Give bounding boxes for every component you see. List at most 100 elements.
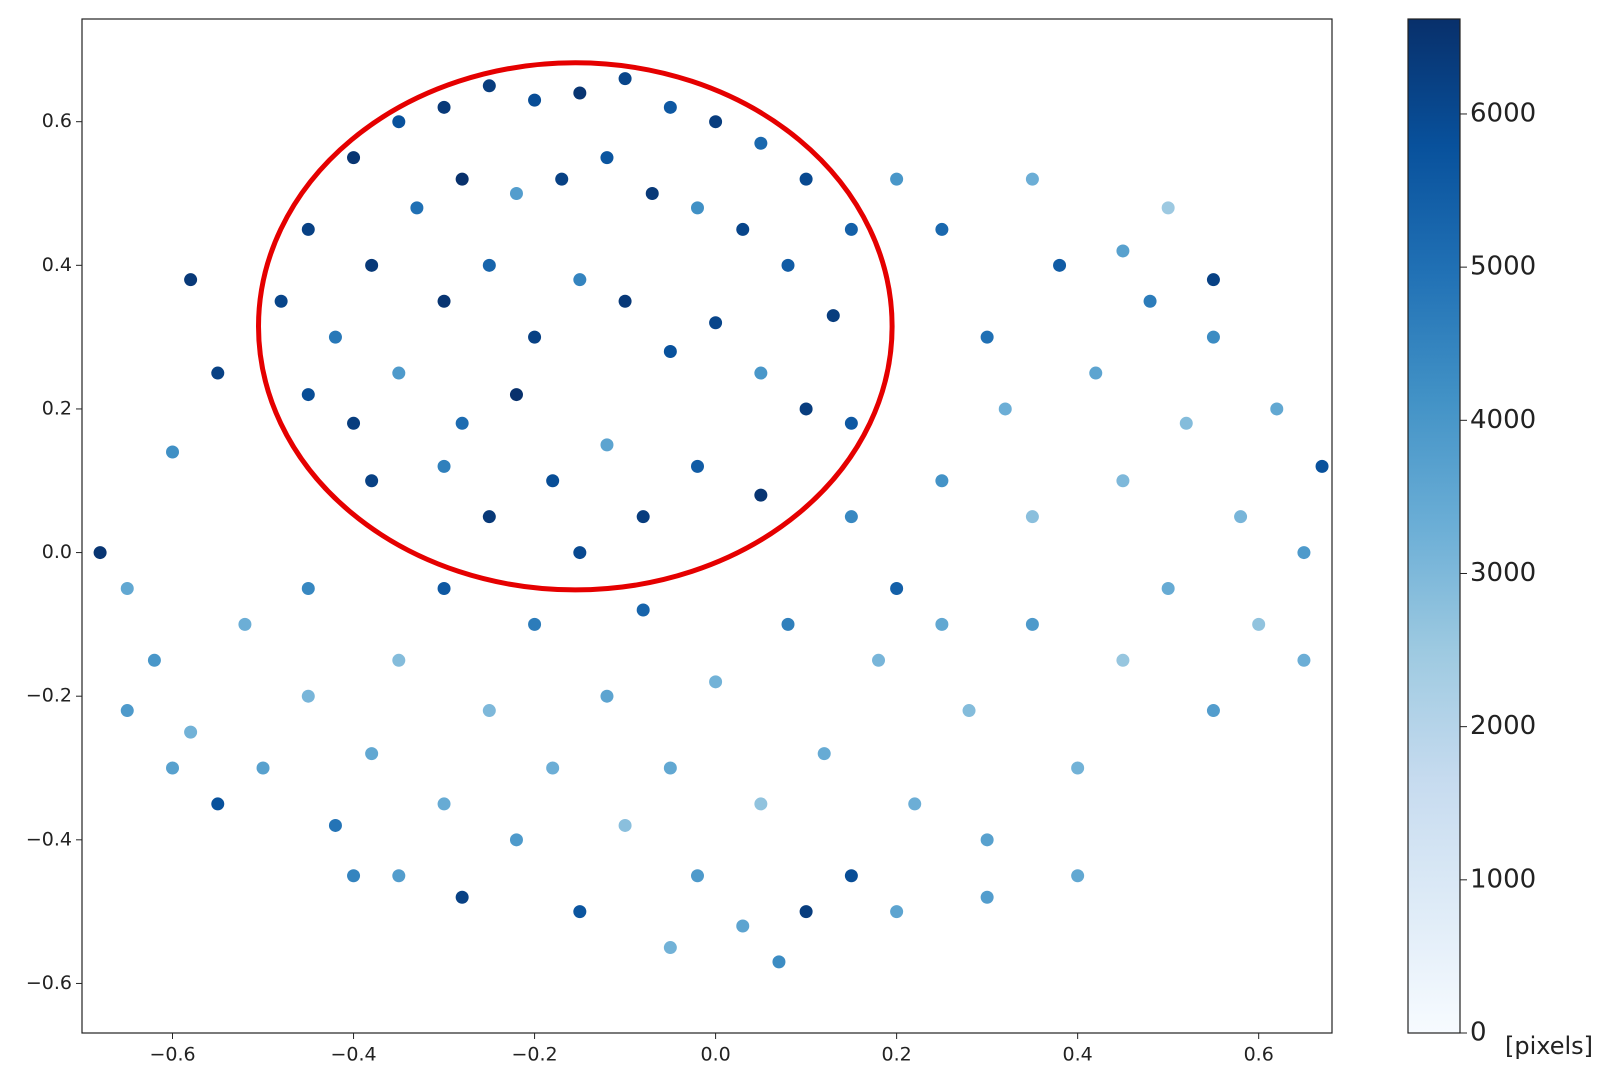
point (645, 187, 659, 201)
point (844, 222, 858, 236)
y-tick-label: 0.2 (42, 397, 72, 419)
point (509, 187, 523, 201)
point (365, 747, 379, 761)
point (1252, 617, 1266, 631)
point (509, 388, 523, 402)
point (754, 136, 768, 150)
point (799, 402, 813, 416)
point (690, 869, 704, 883)
point (347, 869, 361, 883)
point (546, 474, 560, 488)
point (437, 581, 451, 595)
point (1071, 761, 1085, 775)
plot-area (93, 72, 1329, 969)
point (799, 172, 813, 186)
point (663, 761, 677, 775)
y-tick-label: 0.6 (42, 110, 72, 132)
point (301, 689, 315, 703)
point (528, 617, 542, 631)
colorbar-tick-label: 3000 (1470, 558, 1536, 588)
point (872, 653, 886, 667)
colorbar (1407, 18, 1461, 1034)
point (120, 581, 134, 595)
point (482, 79, 496, 93)
point (256, 761, 270, 775)
point (600, 151, 614, 165)
x-tick-label: 0.6 (1244, 1044, 1274, 1066)
highlight-ellipse (256, 60, 895, 593)
point (890, 905, 904, 919)
point (817, 747, 831, 761)
point (600, 689, 614, 703)
point (437, 100, 451, 114)
plot-frame (81, 18, 1333, 1034)
point (663, 344, 677, 358)
x-tick-label: 0.4 (1063, 1044, 1093, 1066)
point (908, 797, 922, 811)
point (455, 172, 469, 186)
y-tick-label: 0.0 (42, 541, 72, 563)
point (573, 273, 587, 287)
point (509, 833, 523, 847)
point (781, 258, 795, 272)
point (482, 258, 496, 272)
point (1071, 869, 1085, 883)
point (1179, 416, 1193, 430)
point (1053, 258, 1067, 272)
point (392, 653, 406, 667)
point (455, 890, 469, 904)
x-tick-label: −0.4 (330, 1044, 376, 1066)
point (573, 546, 587, 560)
point (120, 704, 134, 718)
point (482, 510, 496, 524)
colorbar-tick-label: 0 (1470, 1018, 1487, 1048)
point (211, 797, 225, 811)
point (301, 581, 315, 595)
point (935, 222, 949, 236)
point (1116, 244, 1130, 258)
x-tick-label: −0.2 (512, 1044, 558, 1066)
point (528, 93, 542, 107)
point (935, 617, 949, 631)
point (328, 330, 342, 344)
point (690, 201, 704, 215)
colorbar-tick-label: 6000 (1470, 98, 1536, 128)
point (274, 294, 288, 308)
point (1234, 510, 1248, 524)
point (1089, 366, 1103, 380)
point (935, 474, 949, 488)
y-tick-label: 0.4 (42, 254, 72, 276)
point (546, 761, 560, 775)
colorbar-label: [pixels] (1505, 1032, 1593, 1060)
point (826, 309, 840, 323)
point (709, 316, 723, 330)
point (636, 603, 650, 617)
point (1206, 704, 1220, 718)
point (211, 366, 225, 380)
point (347, 416, 361, 430)
point (709, 675, 723, 689)
point (618, 294, 632, 308)
point (636, 510, 650, 524)
point (890, 172, 904, 186)
point (555, 172, 569, 186)
point (573, 86, 587, 100)
point (166, 761, 180, 775)
colorbar-tick-label: 2000 (1470, 711, 1536, 741)
point (1297, 546, 1311, 560)
colorbar-tick-label: 1000 (1470, 864, 1536, 894)
point (437, 459, 451, 473)
point (482, 704, 496, 718)
point (618, 818, 632, 832)
point (437, 797, 451, 811)
colorbar-tick-label: 5000 (1470, 252, 1536, 282)
point (754, 488, 768, 502)
point (844, 869, 858, 883)
point (347, 151, 361, 165)
point (690, 459, 704, 473)
point (663, 941, 677, 955)
point (844, 510, 858, 524)
point (328, 818, 342, 832)
x-tick-label: 0.2 (882, 1044, 912, 1066)
